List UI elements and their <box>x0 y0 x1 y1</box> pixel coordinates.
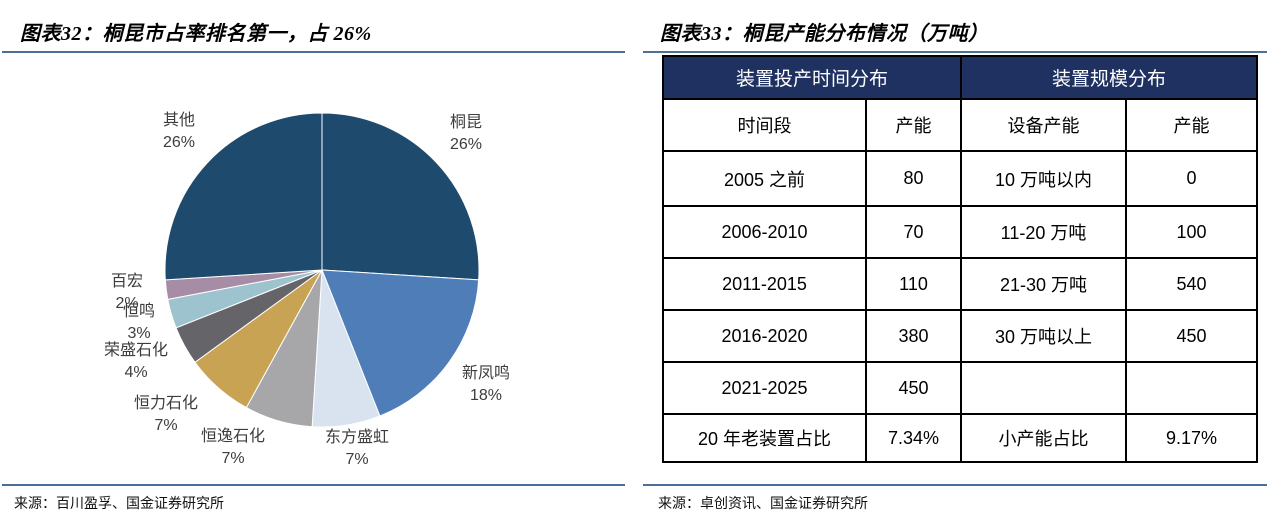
figure-32-source: 来源：百川盈孚、国金证券研究所 <box>14 495 224 511</box>
pie-label-percent: 7% <box>345 451 369 468</box>
pie-label-name: 其他 <box>162 112 195 129</box>
pie-label-percent: 4% <box>124 364 148 381</box>
pie-label-name: 百宏 <box>110 273 143 290</box>
figure-32-title: 图表32：桐昆市占率排名第一，占 26% <box>20 23 372 45</box>
pie-slice-新凤鸣 <box>321 269 480 417</box>
pie-label-其他: 其他 26% <box>109 110 249 154</box>
table-cell: 2005 之前 <box>662 150 867 207</box>
pie-label-恒鸣: 恒鸣 3% <box>69 301 209 345</box>
pie-label-name: 桐昆 <box>449 114 482 131</box>
pie-label-name: 东方盛虹 <box>324 429 389 446</box>
table-cell: 540 <box>1125 257 1258 311</box>
table-cell: 0 <box>1125 150 1258 207</box>
table-row: 2006-2010 70 11-20 万吨 100 <box>662 205 1258 259</box>
table-cell: 380 <box>865 309 962 363</box>
table-cell: 2006-2010 <box>662 205 867 259</box>
table-column-header: 设备产能 <box>960 98 1127 152</box>
pie-label-百宏: 百宏 2% <box>57 271 197 315</box>
table-cell: 21-30 万吨 <box>960 257 1127 311</box>
table-column-header: 产能 <box>865 98 962 152</box>
table-cell: 9.17% <box>1125 413 1258 463</box>
pie-label-桐昆: 桐昆 26% <box>396 112 536 156</box>
table-row: 2016-2020 380 30 万吨以上 450 <box>662 309 1258 363</box>
pie-label-新凤鸣: 新凤鸣 18% <box>416 363 556 407</box>
table-cell: 2011-2015 <box>662 257 867 311</box>
table-cell: 小产能占比 <box>960 413 1127 463</box>
pie-label-percent: 18% <box>469 387 503 404</box>
table-column-header: 产能 <box>1125 98 1258 152</box>
pie-label-percent: 3% <box>127 325 151 342</box>
table-cell: 2021-2025 <box>662 361 867 415</box>
table-cell: 450 <box>865 361 962 415</box>
pie-label-荣盛石化: 荣盛石化 4% <box>66 340 206 384</box>
table-body: 2005 之前 80 10 万吨以内 0 2006-2010 70 11-20 万吨 100 2… <box>662 150 1258 463</box>
pie-label-percent: 7% <box>154 417 178 434</box>
table-cell: 100 <box>1125 205 1258 259</box>
table-group-header: 装置投产时间分布 <box>662 55 962 100</box>
figure-33-source: 来源：卓创资讯、国金证券研究所 <box>658 495 868 511</box>
table-cell: 11-20 万吨 <box>960 205 1127 259</box>
pie-label-name: 荣盛石化 <box>103 342 168 359</box>
pie-label-percent: 2% <box>115 295 139 312</box>
figure-33-bottom-rule <box>643 484 1267 486</box>
table-cell <box>960 361 1127 415</box>
figure-33-title: 图表33：桐昆产能分布情况（万吨） <box>660 23 989 45</box>
table-cell: 450 <box>1125 309 1258 363</box>
table-cell: 70 <box>865 205 962 259</box>
pie-label-percent: 26% <box>162 134 196 151</box>
market-share-pie-chart <box>164 112 480 428</box>
pie-label-恒力石化: 恒力石化 7% <box>96 393 236 437</box>
table-column-header-row: 时间段 产能 设备产能 产能 <box>662 98 1258 152</box>
table-row: 2005 之前 80 10 万吨以内 0 <box>662 150 1258 207</box>
capacity-distribution-table: 装置投产时间分布 装置规模分布 时间段 产能 设备产能 产能 2005 之前 80 10 万吨… <box>662 55 1258 463</box>
pie-slice-其他 <box>164 112 323 281</box>
table-group-header-row: 装置投产时间分布 装置规模分布 <box>662 55 1258 100</box>
table-cell: 80 <box>865 150 962 207</box>
table-cell <box>1125 361 1258 415</box>
table-row: 2011-2015 110 21-30 万吨 540 <box>662 257 1258 311</box>
table-header: 装置投产时间分布 装置规模分布 时间段 产能 设备产能 产能 <box>662 55 1258 152</box>
table-column-header: 时间段 <box>662 98 867 152</box>
figure-32-bottom-rule <box>2 484 625 486</box>
pie-label-恒逸石化: 恒逸石化 7% <box>163 426 303 470</box>
table-cell: 2016-2020 <box>662 309 867 363</box>
pie-label-name: 恒鸣 <box>122 303 155 320</box>
pie-label-东方盛虹: 东方盛虹 7% <box>287 427 427 471</box>
table-cell: 10 万吨以内 <box>960 150 1127 207</box>
table-cell: 30 万吨以上 <box>960 309 1127 363</box>
table-cell: 20 年老装置占比 <box>662 413 867 463</box>
table-row: 2021-2025 450 <box>662 361 1258 415</box>
pie-slice-桐昆 <box>321 112 480 281</box>
table-cell: 7.34% <box>865 413 962 463</box>
table-row: 20 年老装置占比 7.34% 小产能占比 9.17% <box>662 413 1258 463</box>
pie-label-name: 新凤鸣 <box>461 365 510 382</box>
pie-label-name: 恒力石化 <box>133 395 198 412</box>
pie-label-name: 恒逸石化 <box>200 428 265 445</box>
pie-label-percent: 7% <box>221 450 245 467</box>
figure-32-title-rule <box>2 51 625 53</box>
pie-label-percent: 26% <box>449 136 483 153</box>
figure-33-title-rule <box>643 51 1267 53</box>
table-group-header: 装置规模分布 <box>960 55 1258 100</box>
table-cell: 110 <box>865 257 962 311</box>
